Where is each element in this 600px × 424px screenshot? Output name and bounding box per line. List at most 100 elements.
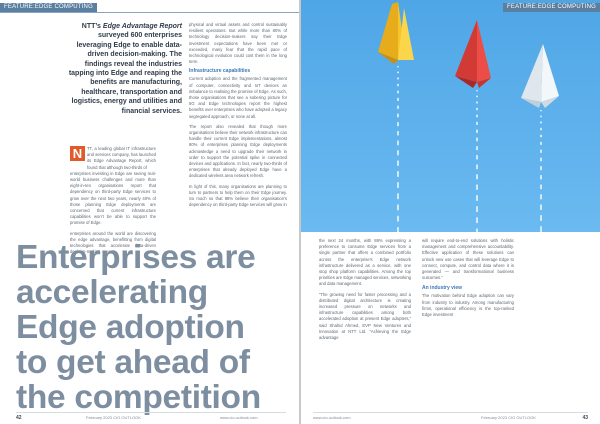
trail-dash: [397, 105, 399, 110]
trail-yellow: [397, 66, 399, 232]
footer-rule-right: [313, 412, 588, 413]
trail-dash: [397, 122, 399, 127]
trail-dash: [397, 71, 399, 74]
paper-planes-illustration: [301, 0, 600, 232]
trail-dash: [476, 137, 478, 142]
trail-dash: [476, 101, 478, 104]
rcol1-paragraph-1: the next 24 months, with 88% expressing …: [319, 238, 411, 287]
rcol2-paragraph-2: The motivation behind Edge adoption can …: [422, 293, 514, 318]
tag-rule-left: [0, 12, 299, 13]
paper-plane-red-icon: [455, 20, 491, 88]
trail-dash: [540, 184, 542, 190]
right-page: FEATURE:EDGE COMPUTING the next 24 month…: [301, 0, 600, 424]
trail-dash: [540, 141, 542, 146]
body-column-2: physical and virtual assets and control …: [189, 22, 287, 208]
trail-dash: [397, 193, 399, 200]
footer-page-number-right: 43: [582, 415, 588, 421]
trail-dash: [476, 217, 478, 224]
headline-line-5: the competition: [16, 379, 261, 416]
col2-paragraph-1: physical and virtual assets and control …: [189, 22, 287, 65]
paper-plane-white-icon: [521, 44, 559, 108]
trail-dash: [540, 157, 542, 162]
trail-dash: [397, 90, 399, 94]
col1-lead-paragraph: TT, a leading global IT infrastructure a…: [87, 146, 156, 170]
subhead-infrastructure: Infrastructure capabilities: [189, 68, 251, 75]
trail-dash: [397, 160, 399, 167]
headline-line-3: Edge adoption: [16, 309, 245, 346]
section-tag-left: FEATURE:EDGE COMPUTING: [0, 3, 97, 12]
trail-dash: [397, 150, 399, 156]
trail-dash: [476, 206, 478, 213]
col2-paragraph-3: The report also revealed that though mor…: [189, 123, 287, 179]
left-page: FEATURE:EDGE COMPUTING NTT’s Edge Advant…: [0, 0, 299, 424]
headline-line-4: to get ahead of: [16, 344, 250, 381]
trail-dash: [540, 115, 542, 118]
trail-dash: [476, 228, 478, 232]
footer-page-number-left: 42: [16, 415, 22, 421]
trail-dash: [540, 174, 542, 180]
rcol2-paragraph-1: will require end-to-end solutions with h…: [422, 238, 514, 281]
trail-dash: [476, 154, 478, 160]
trail-dash: [540, 149, 542, 154]
footer-url-right: www.cio-outlook.com: [313, 415, 351, 420]
trail-dash: [540, 166, 542, 171]
footer-url-left: www.cio-outlook.com: [220, 415, 258, 420]
intro-report-title: Edge Advantage Report: [102, 23, 182, 30]
trail-dash: [476, 174, 478, 180]
trail-dash: [476, 95, 478, 98]
intro-part1: NTT’s: [81, 23, 103, 30]
intro-standfirst: NTT’s Edge Advantage Report surveyed 600…: [64, 22, 182, 116]
trail-dash: [397, 140, 399, 146]
col1-paragraph-1: enterprises investing in Edge are seeing…: [70, 170, 156, 226]
trail-dash: [397, 171, 399, 178]
right-body-column-2: will require end-to-end solutions with h…: [422, 238, 514, 318]
paper-plane-yellow-icon: [378, 2, 414, 64]
trail-dash: [540, 134, 542, 138]
trail-dash: [397, 182, 399, 189]
trail-white: [540, 110, 542, 232]
trail-dash: [397, 130, 399, 136]
trail-dash: [476, 129, 478, 134]
trail-dash: [397, 83, 399, 87]
plane-trails: [397, 66, 542, 232]
col2-paragraph-2: Current adoption and the fragmented mana…: [189, 76, 288, 119]
paper-planes-photo: FEATURE:EDGE COMPUTING: [301, 0, 600, 232]
trail-dash: [476, 121, 478, 126]
rcol1-paragraph-2: “The growing need for faster processing …: [319, 291, 411, 341]
trail-dash: [476, 184, 478, 191]
body-column-1: TT, a leading global IT infrastructure a…: [70, 146, 156, 255]
trail-dash: [397, 77, 399, 80]
footer-issue-right: February 2023 CIO OUTLOOK: [481, 415, 536, 420]
trail-dash: [397, 204, 399, 211]
footer-rule-left: [16, 412, 286, 413]
trail-dash: [476, 90, 478, 92]
trail-dash: [397, 113, 399, 118]
headline-line-2: accelerating: [16, 274, 208, 311]
spread-gutter: [299, 0, 301, 424]
trail-dash: [540, 215, 542, 222]
trail-dash: [540, 110, 542, 112]
trail-dash: [540, 121, 542, 124]
trail-dash: [476, 146, 478, 151]
sky-background: [301, 0, 600, 232]
trail-dash: [476, 195, 478, 202]
intro-part2: surveyed 600 enterprises leveraging Edge…: [68, 32, 182, 115]
trail-dash: [397, 227, 399, 232]
headline: Enterprises are accelerating Edge adopti…: [16, 240, 299, 415]
trail-dash: [476, 114, 478, 118]
col2-paragraph-4: In light of this, many organisations are…: [189, 183, 287, 208]
drop-cap: N: [70, 146, 85, 161]
trail-dash: [540, 204, 542, 211]
subhead-industry-view: An industry view: [422, 285, 463, 292]
trail-dash: [476, 164, 478, 170]
right-body-column-1: the next 24 months, with 88% expressing …: [319, 238, 411, 341]
footer-issue-left: February 2023 CIO OUTLOOK: [86, 415, 141, 420]
headline-line-1: Enterprises are: [16, 239, 256, 276]
trail-dash: [397, 215, 399, 222]
trail-dash: [397, 97, 399, 102]
trail-dash: [397, 66, 399, 68]
trail-dash: [476, 107, 478, 111]
col1-paragraph-2: enterprises around the world are discove…: [70, 230, 156, 255]
trail-dash: [540, 226, 542, 232]
trail-dash: [540, 127, 542, 131]
